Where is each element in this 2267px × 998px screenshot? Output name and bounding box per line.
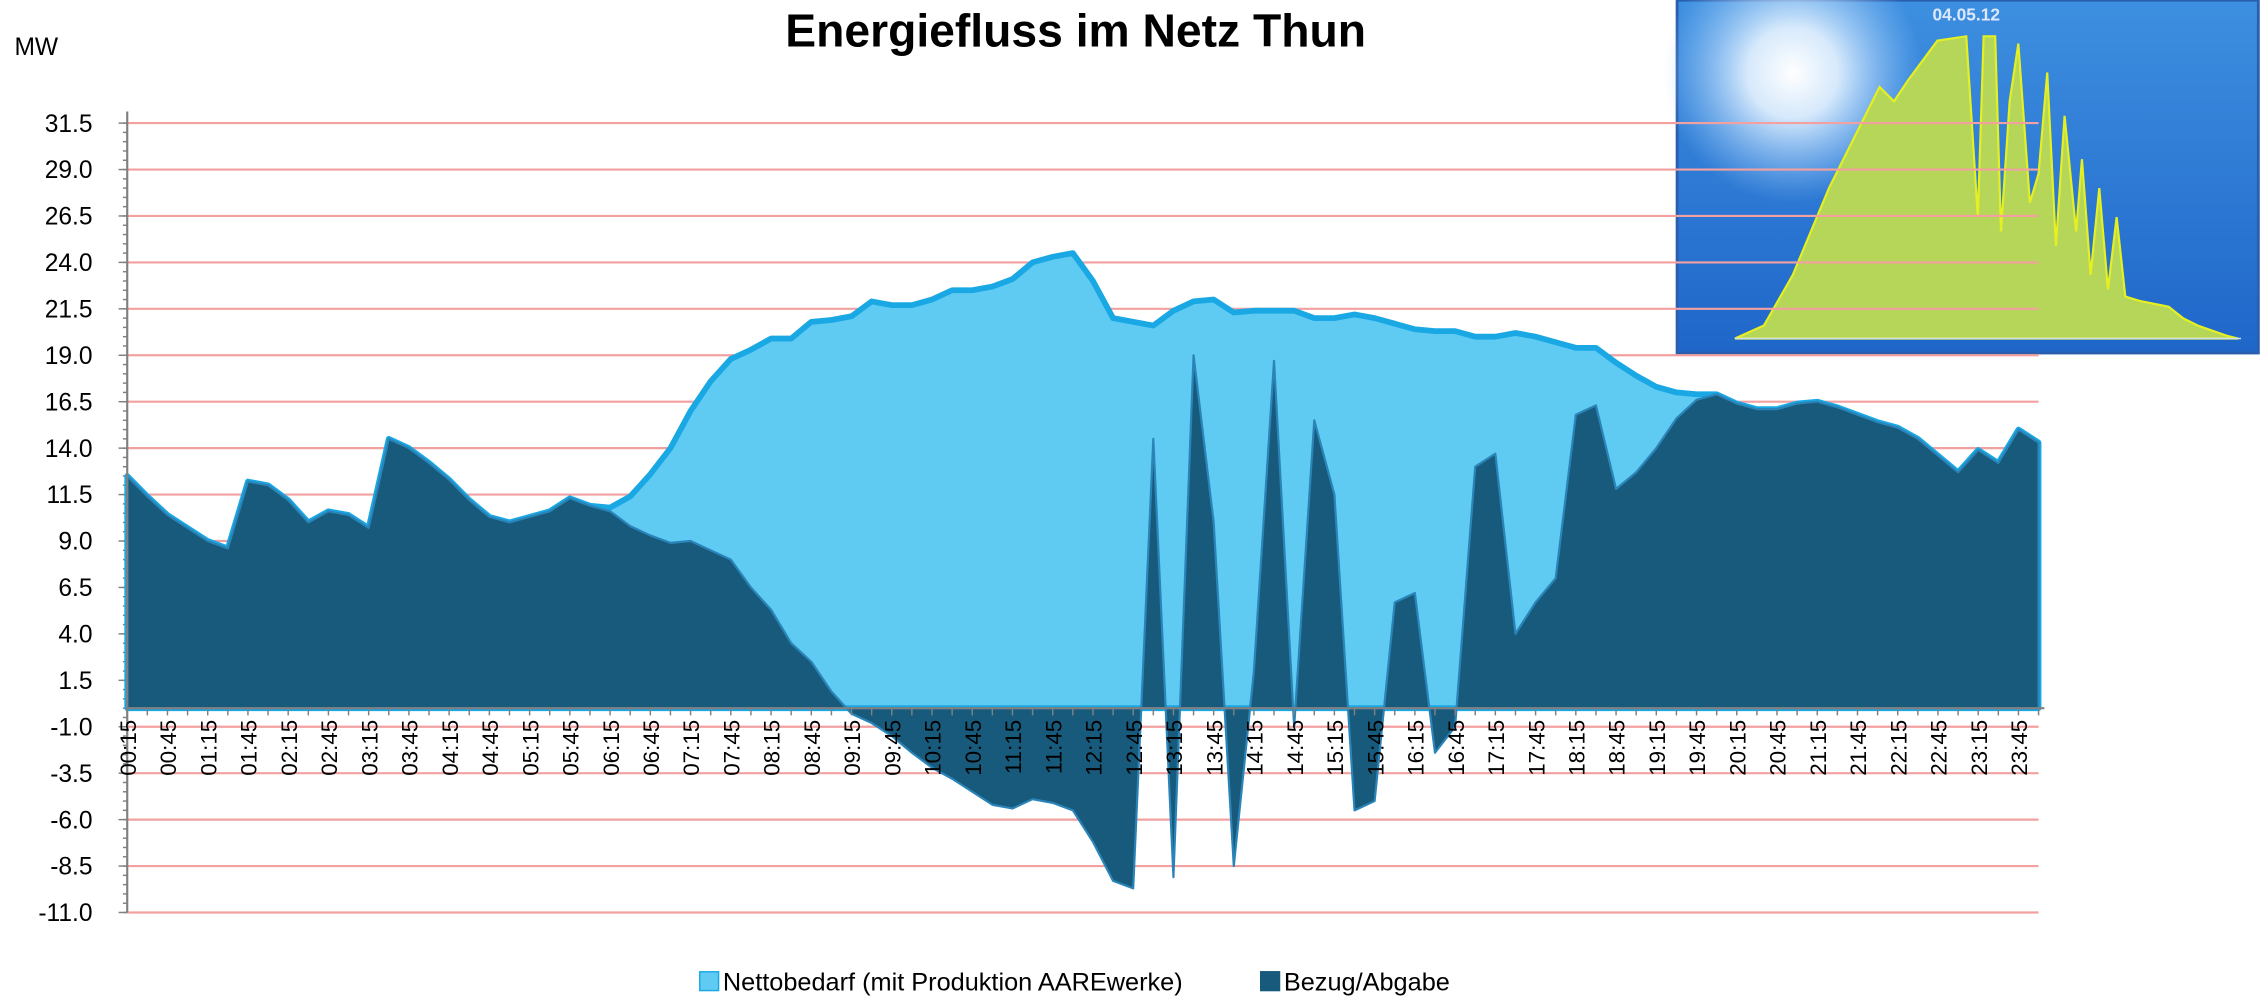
x-tick-label: 07:15 <box>679 720 704 776</box>
x-tick-label: 20:45 <box>1766 720 1791 776</box>
x-tick-label: 15:15 <box>1323 720 1348 776</box>
y-tick-label: -3.5 <box>50 761 92 788</box>
y-tick-label: 26.5 <box>45 204 93 231</box>
x-tick-label: 17:15 <box>1484 720 1509 776</box>
x-tick-label: 17:45 <box>1524 720 1549 776</box>
x-tick-label: 13:45 <box>1202 720 1227 776</box>
x-tick-label: 21:15 <box>1806 720 1831 776</box>
x-tick-label: 10:45 <box>961 720 986 776</box>
x-tick-label: 06:45 <box>639 720 664 776</box>
legend-label: Nettobedarf (mit Produktion AAREwerke) <box>723 969 1183 997</box>
x-tick-label: 01:45 <box>237 720 262 776</box>
x-tick-label: 11:45 <box>1041 720 1066 774</box>
chart-title: Energiefluss im Netz Thun <box>785 4 1366 56</box>
x-tick-label: 07:45 <box>719 720 744 776</box>
x-tick-label: 18:15 <box>1564 720 1589 776</box>
y-tick-label: 24.0 <box>45 250 93 277</box>
x-tick-label: 22:45 <box>1927 720 1952 776</box>
x-tick-label: 10:15 <box>921 720 946 776</box>
x-tick-label: 14:45 <box>1283 720 1308 776</box>
x-tick-label: 12:15 <box>1082 720 1107 776</box>
x-tick-label: 03:45 <box>398 720 423 776</box>
x-tick-label: 09:45 <box>880 720 905 776</box>
y-tick-label: 21.5 <box>45 297 93 324</box>
x-tick-label: 14:15 <box>1243 720 1268 776</box>
y-axis-label: MW <box>14 34 58 61</box>
x-tick-label: 09:15 <box>840 720 865 776</box>
x-tick-label: 01:15 <box>196 720 221 776</box>
y-tick-label: 4.0 <box>58 622 92 649</box>
x-tick-label: 04:15 <box>438 720 463 776</box>
chart: 04.05.12 Energiefluss im Netz Thun MW -1… <box>0 0 2267 998</box>
x-tick-label: 23:45 <box>2007 720 2032 776</box>
y-tick-label: 1.5 <box>58 668 92 695</box>
x-tick-label: 02:15 <box>277 720 302 776</box>
y-tick-label: -8.5 <box>50 854 92 881</box>
x-tick-label: 00:45 <box>156 720 181 776</box>
legend-label: Bezug/Abgabe <box>1284 969 1450 997</box>
x-tick-label: 08:15 <box>760 720 785 776</box>
x-tick-label: 18:45 <box>1605 720 1630 776</box>
x-tick-label: 06:15 <box>599 720 624 776</box>
y-tick-label: -6.0 <box>50 807 92 834</box>
x-tick-label: 08:45 <box>800 720 825 776</box>
x-tick-label: 11:15 <box>1001 720 1026 774</box>
y-tick-label: 11.5 <box>47 482 93 509</box>
y-tick-label: 6.5 <box>58 575 92 602</box>
y-tick-label: 29.0 <box>45 157 93 184</box>
x-tick-label: 16:15 <box>1404 720 1429 776</box>
y-tick-label: -11.0 <box>38 900 92 927</box>
x-tick-label: 02:45 <box>317 720 342 776</box>
x-tick-label: 00:15 <box>116 720 141 776</box>
x-tick-label: 19:45 <box>1685 720 1710 776</box>
y-tick-label: 31.5 <box>45 111 93 138</box>
x-tick-label: 12:45 <box>1122 720 1147 776</box>
x-tick-label: 23:15 <box>1967 720 1992 776</box>
inset-title: 04.05.12 <box>1933 4 2000 24</box>
x-tick-label: 21:45 <box>1846 720 1871 776</box>
x-tick-label: 05:15 <box>518 720 543 776</box>
x-tick-label: 22:15 <box>1886 720 1911 776</box>
x-tick-label: 15:45 <box>1363 720 1388 776</box>
x-tick-label: 19:15 <box>1645 720 1670 776</box>
y-tick-label: 16.5 <box>45 389 93 416</box>
y-tick-label: 19.0 <box>45 343 93 370</box>
y-tick-label: -1.0 <box>50 714 92 741</box>
inset-image: 04.05.12 <box>1663 0 2259 353</box>
x-tick-label: 05:45 <box>559 720 584 776</box>
legend-swatch <box>1261 972 1280 991</box>
x-tick-label: 04:45 <box>478 720 503 776</box>
x-tick-label: 16:45 <box>1444 720 1469 776</box>
x-tick-label: 03:15 <box>357 720 382 776</box>
x-tick-label: 13:15 <box>1162 720 1187 776</box>
y-tick-label: 9.0 <box>58 529 92 556</box>
y-tick-label: 14.0 <box>45 436 93 463</box>
legend-swatch <box>700 972 719 991</box>
x-tick-label: 20:15 <box>1725 720 1750 776</box>
